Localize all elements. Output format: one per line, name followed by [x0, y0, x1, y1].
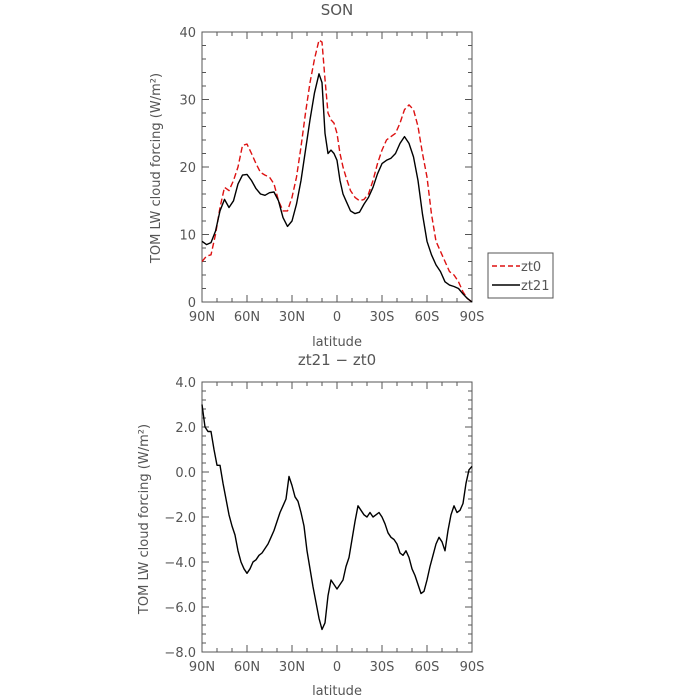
top-chart-series-line-zt21 — [201, 73, 473, 303]
top-chart-plot-area: 90N 60N 30N 0 30S 60S 90S 0 10 20 30 40 — [179, 26, 484, 325]
legend: zt0 zt21 — [487, 252, 554, 299]
top-chart-y-tick-label: 0 — [188, 296, 196, 311]
bottom-chart-frame — [201, 381, 473, 653]
bottom-chart-x-tick-label: 0 — [333, 660, 341, 675]
legend-label-zt0: zt0 — [521, 260, 541, 275]
bottom-chart-x-tick-label: 60N — [234, 660, 260, 675]
bottom-chart-y-tick-label: 0.0 — [175, 466, 196, 481]
top-chart-series-line-zt0 — [201, 39, 473, 303]
legend-label-zt21: zt21 — [521, 279, 549, 294]
bottom-chart-y-tick-label: 2.0 — [175, 421, 196, 436]
bottom-chart-y-tick-label: −8.0 — [164, 646, 196, 661]
top-chart-y-axis-label: TOM LW cloud forcing (W/m²) — [149, 73, 164, 264]
bottom-chart-y-tick-label: −4.0 — [164, 556, 196, 571]
bottom-chart-y-axis-label: TOM LW cloud forcing (W/m²) — [137, 424, 152, 615]
bottom-chart-x-tick-label: 90N — [189, 660, 215, 675]
bottom-chart-x-tick-label: 30N — [279, 660, 305, 675]
bottom-chart-x-tick-label: 30S — [370, 660, 395, 675]
top-chart-x-tick-label: 60S — [415, 310, 440, 325]
bottom-chart-y-tick-label: −2.0 — [164, 511, 196, 526]
bottom-chart-x-tick-label: 60S — [415, 660, 440, 675]
top-chart-x-axis-label: latitude — [312, 335, 362, 350]
bottom-chart-y-tick-label: −6.0 — [164, 601, 196, 616]
bottom-chart-y-tick-label: 4.0 — [175, 376, 196, 391]
top-chart-x-tick-label: 90N — [189, 310, 215, 325]
top-chart-x-tick-label: 30S — [370, 310, 395, 325]
bottom-chart-series-line-difference — [201, 404, 473, 631]
bottom-chart-x-axis-label: latitude — [312, 684, 362, 699]
bottom-chart-plot-area: 90N 60N 30N 0 30S 60S 90S −8.0 −6.0 −4.0 −2.0 0.0 2.… — [164, 376, 484, 675]
top-chart-x-tick-label: 30N — [279, 310, 305, 325]
top-chart-y-tick-label: 10 — [179, 229, 196, 244]
top-chart-y-tick-label: 20 — [179, 161, 196, 176]
top-chart-x-tick-label: 90S — [460, 310, 485, 325]
bottom-chart-panel: zt21 − zt0 TOM LW cloud forcing (W/m²) l… — [137, 351, 484, 699]
top-chart-x-tick-label: 60N — [234, 310, 260, 325]
top-chart-x-tick-label: 0 — [333, 310, 341, 325]
bottom-chart-title: zt21 − zt0 — [298, 351, 376, 369]
top-chart-y-tick-label: 40 — [179, 26, 196, 41]
bottom-chart-x-tick-label: 90S — [460, 660, 485, 675]
top-chart-title: SON — [321, 1, 354, 19]
top-chart-y-tick-label: 30 — [179, 94, 196, 109]
top-chart-panel: SON TOM LW cloud forcing (W/m²) latitude… — [149, 1, 554, 350]
top-chart-frame — [201, 31, 473, 303]
legend-box — [487, 252, 554, 299]
